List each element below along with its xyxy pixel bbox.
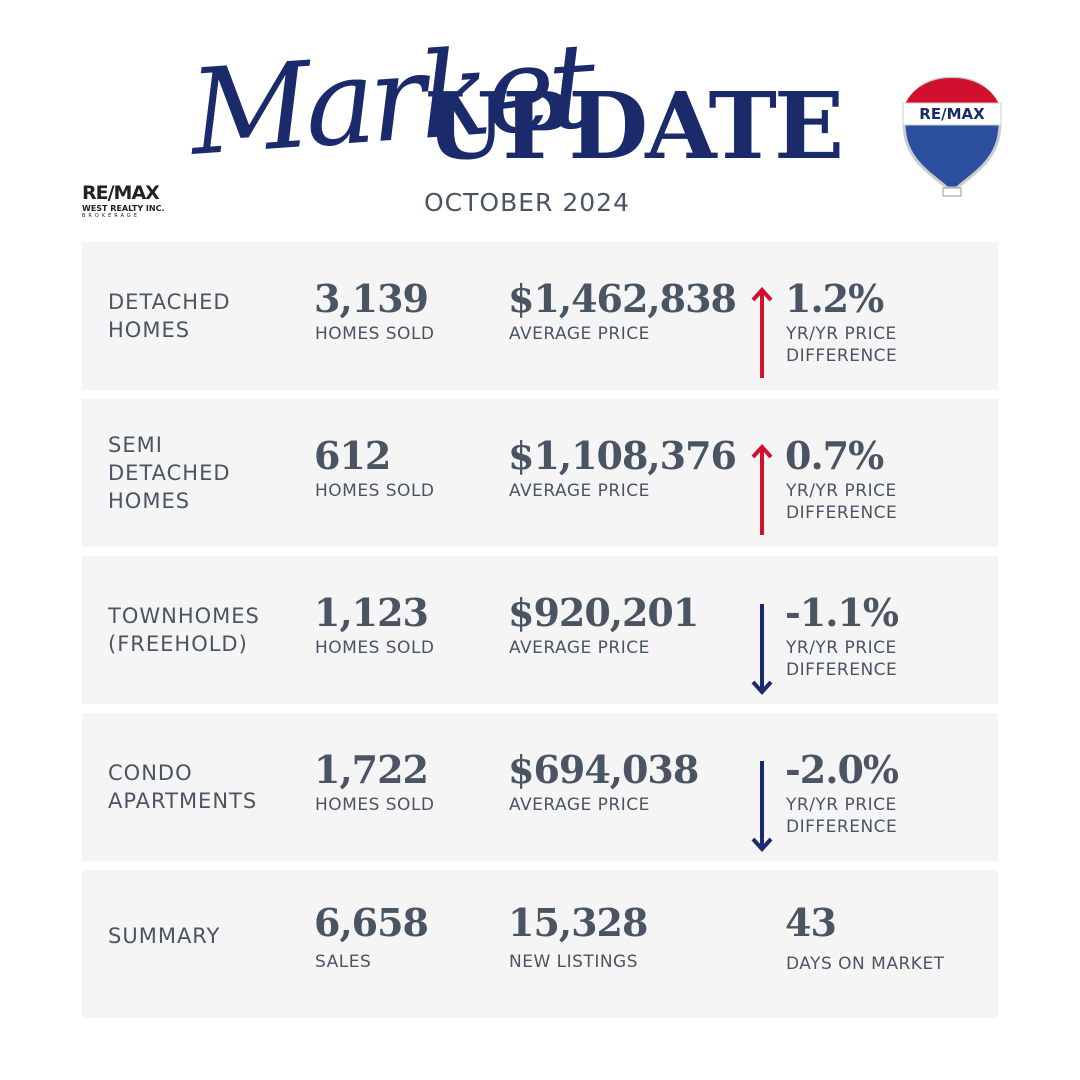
title: UPDATE [425,72,844,180]
price-change: 0.7% [785,433,884,478]
category-row: CONDO APARTMENTS 1,722 HOMES SOLD $694,038 AV… [82,713,998,861]
summary-label: SUMMARY [108,924,221,948]
subtitle: OCTOBER 2024 [424,188,630,217]
category-row: TOWNHOMES (FREEHOLD) 1,123 HOMES SOLD $920,2… [82,556,998,704]
label-line: HOMES [108,489,191,513]
arrow-path [751,444,773,535]
price-change: -1.1% [785,590,899,635]
balloon-text: RE/MAX [919,105,985,123]
average-price: $1,108,376 [508,433,737,478]
category-label: DETACHED HOMES [108,288,231,344]
summary-days: 43 [785,900,837,945]
summary-sales-label: SALES [315,952,372,972]
homes-sold: 1,722 [314,747,429,792]
summary-listings: 15,328 [508,900,648,945]
price-change: -2.0% [785,747,899,792]
homes-sold-label: HOMES SOLD [315,324,435,344]
price-change: 1.2% [785,276,884,321]
label-line: TOWNHOMES [108,604,260,628]
category-label: SEMI DETACHED HOMES [108,431,231,515]
direction-arrow [751,761,773,852]
direction-arrow [751,287,773,378]
direction-arrow [751,444,773,535]
category-label: CONDO APARTMENTS [108,759,257,815]
logo-tag: BROKERAGE [82,213,140,219]
label-line: CONDO [108,761,193,785]
arrow-path [751,287,773,378]
direction-arrow [751,604,773,695]
label-line: (FREEHOLD) [108,632,248,656]
average-price: $694,038 [508,747,699,792]
homes-sold-label: HOMES SOLD [315,481,435,501]
price-change-label: YR/YR PRICE DIFFERENCE [786,795,898,837]
summary-listings-label: NEW LISTINGS [509,952,639,972]
category-row: SEMI DETACHED HOMES 612 HOMES SOLD $1,108,376… [82,399,998,547]
average-price: $1,462,838 [508,276,737,321]
label-line: HOMES [108,318,191,342]
balloon-band [902,102,1002,126]
average-price-label: AVERAGE PRICE [509,795,650,815]
summary-sales: 6,658 [314,900,429,945]
arrow-path [751,761,773,852]
logo-office: WEST REALTY INC. [82,204,165,213]
balloon: RE/MAX [902,76,1002,197]
average-price-label: AVERAGE PRICE [509,481,650,501]
label-line: SEMI [108,433,163,457]
average-price: $920,201 [508,590,699,635]
price-change-label: YR/YR PRICE DIFFERENCE [786,638,898,680]
homes-sold-label: HOMES SOLD [315,795,435,815]
label-line: DETACHED [108,290,231,314]
homes-sold-label: HOMES SOLD [315,638,435,658]
label-line: DETACHED [108,461,231,485]
category-row: DETACHED HOMES 3,139 HOMES SOLD $1,462,838 AV… [82,242,998,390]
price-change-label: YR/YR PRICE DIFFERENCE [786,481,898,523]
summary-days-label: DAYS ON MARKET [786,954,945,974]
homes-sold: 1,123 [314,590,429,635]
label-line: APARTMENTS [108,789,258,813]
logo: RE/MAX WEST REALTY INC. BROKERAGE [82,182,172,219]
summary-row: SUMMARY 6,658 SALES 15,328 NEW LISTINGS 43 DAY… [82,870,998,1018]
homes-sold: 3,139 [314,276,429,321]
balloon-basket [942,187,962,197]
logo-brand: RE/MAX [82,182,160,204]
average-price-label: AVERAGE PRICE [509,638,650,658]
category-label: TOWNHOMES (FREEHOLD) [108,602,260,658]
arrow-path [751,604,773,695]
average-price-label: AVERAGE PRICE [509,324,650,344]
homes-sold: 612 [314,433,391,478]
price-change-label: YR/YR PRICE DIFFERENCE [786,324,898,366]
